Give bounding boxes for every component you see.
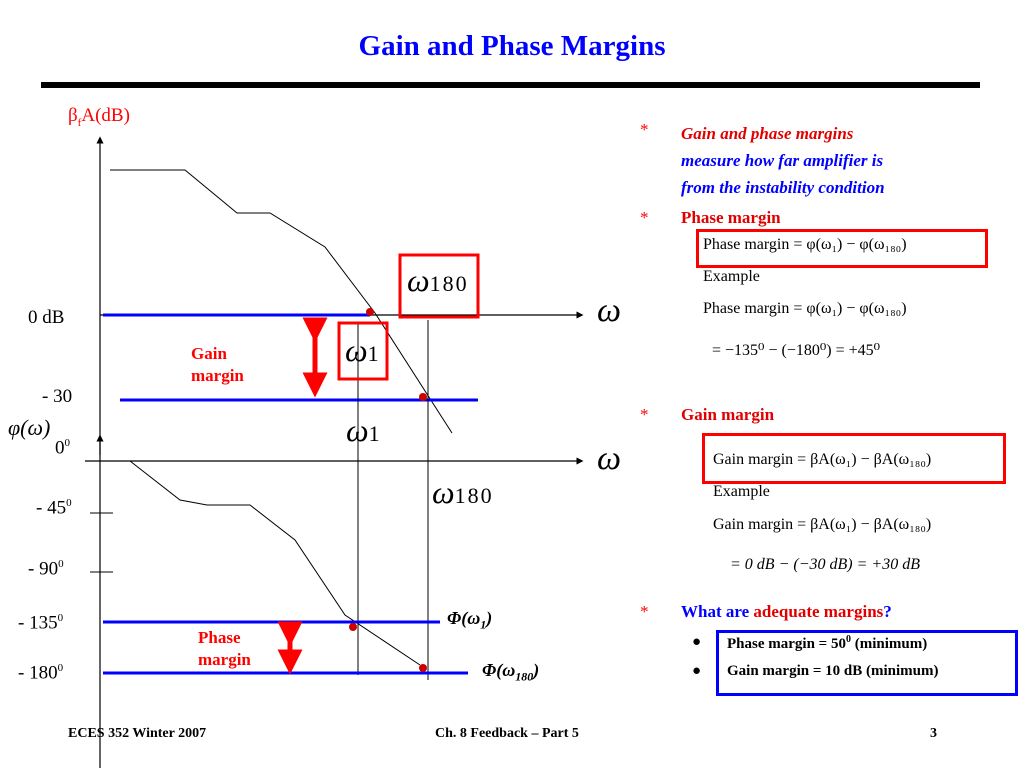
omega1-boxed-label: ω1 [345,332,379,368]
omega1-box [337,321,389,381]
bullet-star: * [640,405,649,424]
phi-w1-label: Φ(ω1) [447,608,493,632]
footer-page-number: 3 [930,726,937,741]
pm-formula-box [696,229,988,268]
page-title: Gain and Phase Margins [358,30,666,62]
bode-diagram [85,136,584,768]
sub-bullet-gain: Gain margin = 10 dB (minimum) [727,663,939,679]
gain-margin-label: Gain margin [191,344,244,385]
phase-omega-axis-label: ω [597,440,622,477]
pm-example-formula: Phase margin = φ(ω₁) − φ(ω₁₈₀) [703,300,907,317]
footer-chapter: Ch. 8 Feedback – Part 5 [435,726,579,741]
phase-tick-90: - 900 [28,558,64,580]
bullet-star: * [640,602,649,621]
gm-formula: Gain margin = βA(ω₁) − βA(ω₁₈₀) [713,451,932,468]
phase-margin-label: Phase margin [198,628,251,669]
sub-bullet-phase: Phase margin = 500 (minimum) [727,634,928,652]
w180-phase-dot [419,664,427,672]
phase-tick-135: - 1350 [18,612,64,634]
zero-db-label: 0 dB [28,307,65,328]
bullet-star: * [640,120,649,139]
gain-margin-heading: Gain margin [681,405,775,424]
omega1-label: ω1 [346,412,380,448]
omega180-label: ω180 [432,474,494,510]
phase-tick-45: - 450 [36,497,72,519]
gain-curve [110,169,453,434]
phi-w180-label: Φ(ω180) [482,660,540,684]
adequate-margins-box [716,630,1018,696]
phase-curve [129,460,421,666]
gain-axis-label: βfA(dB) [68,105,130,129]
pm-formula: Phase margin = φ(ω₁) − φ(ω₁₈₀) [703,236,907,253]
phase-tick-180: - 1800 [18,662,64,684]
minus30-label: - 30 [42,386,73,407]
bullet-4: What are adequate margins? [681,602,892,621]
w1-phase-dot [349,623,357,631]
phase-tick-0: 00 [55,437,70,459]
gm-example-label: Example [713,483,770,500]
pm-example-label: Example [703,268,760,285]
gain-omega-axis-label: ω [597,292,622,329]
gm-formula-box [702,433,1006,484]
gm-example-formula: Gain margin = βA(ω₁) − βA(ω₁₈₀) [713,516,932,533]
w1-gain-dot [366,308,374,316]
gm-example-calc: = 0 dB − (−30 dB) = +30 dB [730,556,920,573]
title-rule [41,82,980,88]
phase-margin-heading: Phase margin [681,208,781,227]
bullet-star: * [640,208,649,227]
w180-gain-dot [419,393,427,401]
phase-axis-label: φ(ω) [8,415,51,440]
omega180-boxed-label: ω180 [407,262,469,298]
bullet-1: Gain and phase margins measure how far a… [681,124,885,197]
sub-bullet-dot: ● [692,634,702,650]
footer-course: ECES 352 Winter 2007 [68,726,207,741]
omega180-box [398,253,480,319]
sub-bullet-dot: ● [692,663,702,679]
pm-example-calc: = −135⁰ − (−180⁰) = +45⁰ [712,342,881,359]
